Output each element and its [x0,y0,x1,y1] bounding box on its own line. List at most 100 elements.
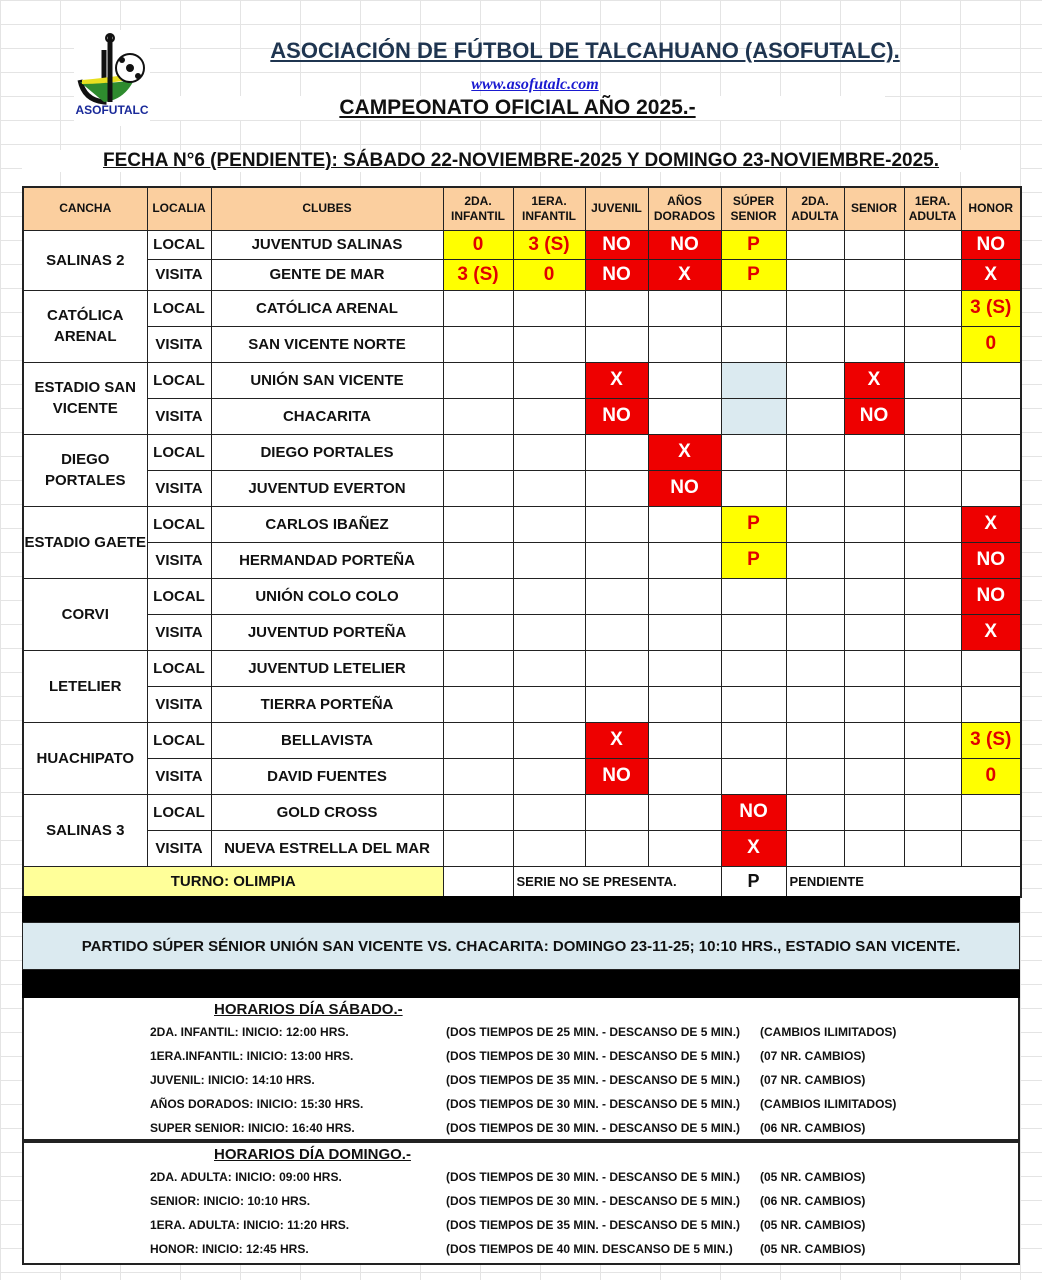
result-cell [720,325,787,363]
result-cell [584,505,649,543]
localia-cell: VISITA [146,397,212,435]
column-header: CLUBES [210,186,444,231]
result-cell: 3 (S) [960,289,1022,327]
result-cell [843,541,905,579]
result-cell [584,685,649,723]
schedule-duration: (DOS TIEMPOS DE 30 MIN. - DESCANSO DE 5 … [446,1170,741,1184]
localia-cell: LOCAL [146,361,212,399]
result-cell [442,433,514,471]
result-cell [960,433,1022,471]
result-cell [843,229,905,260]
schedule-row: JUVENIL: INICIO: 14:10 HRS. (DOS TIEMPOS … [24,1068,1018,1092]
result-cell: X [647,433,722,471]
result-cell [442,613,514,651]
schedule-start: 1ERA. ADULTA: INICIO: 11:20 HRS. [150,1218,350,1232]
schedule-row: 1ERA.INFANTIL: INICIO: 13:00 HRS. (DOS TI… [24,1044,1018,1068]
schedule-title: HORARIOS DÍA SÁBADO.- [214,1001,403,1018]
result-cell: X [960,613,1022,651]
localia-cell: LOCAL [146,433,212,471]
result-cell [843,721,905,759]
result-cell: NO [720,793,787,831]
schedule-duration: (DOS TIEMPOS DE 30 MIN. - DESCANSO DE 5 … [446,1049,741,1063]
result-cell [785,577,845,615]
result-cell: P [720,258,787,291]
table-row: VISITA SAN VICENTE NORTE 0 [23,325,1022,363]
result-cell [903,721,962,759]
localia-cell: LOCAL [146,229,212,260]
result-cell [512,325,586,363]
column-header: AÑOS DORADOS [647,186,722,231]
schedule-changes: (05 NR. CAMBIOS) [760,1242,866,1256]
schedule-start: 2DA. INFANTIL: INICIO: 12:00 HRS. [150,1025,349,1039]
result-cell [584,325,649,363]
result-cell [843,258,905,291]
result-cell [960,397,1022,435]
club-cell: JUVENTUD PORTEÑA [210,613,444,651]
result-cell [720,685,787,723]
result-cell [647,505,722,543]
website-link[interactable]: www.asofutalc.com [471,76,599,93]
schedule-changes: (07 NR. CAMBIOS) [760,1073,866,1087]
result-cell [647,721,722,759]
result-cell [960,793,1022,831]
club-cell: UNIÓN SAN VICENTE [210,361,444,399]
result-cell: X [647,258,722,291]
result-cell: NO [584,258,649,291]
association-title: ASOCIACIÓN DE FÚTBOL DE TALCAHUANO (ASOF… [270,38,900,63]
schedule-duration: (DOS TIEMPOS DE 25 MIN. - DESCANSO DE 5 … [446,1025,741,1039]
result-cell [720,469,787,507]
table-row: ESTADIO GAETE LOCAL CARLOS IBAÑEZ P X [22,505,1022,579]
result-cell [647,649,722,687]
result-cell [903,613,962,651]
svg-text:ASOFUTALC: ASOFUTALC [75,103,148,117]
schedule-duration: (DOS TIEMPOS DE 30 MIN. - DESCANSO DE 5 … [446,1097,741,1111]
schedule-start: HONOR: INICIO: 12:45 HRS. [150,1242,309,1256]
club-cell: CHACARITA [210,397,444,435]
result-cell [442,469,514,507]
schedule-row: 2DA. ADULTA: INICIO: 09:00 HRS. (DOS TIEM… [24,1165,1018,1189]
schedule-start: JUVENIL: INICIO: 14:10 HRS. [150,1073,315,1087]
column-header: 1ERA. INFANTIL [512,186,586,231]
result-cell [903,505,962,543]
schedule-start: AÑOS DORADOS: INICIO: 15:30 HRS. [150,1097,364,1111]
result-cell [720,649,787,687]
result-cell [647,757,722,795]
result-cell [647,541,722,579]
result-cell: NO [584,757,649,795]
result-cell [647,685,722,723]
result-cell: 0 [960,325,1022,363]
schedule-changes: (CAMBIOS ILIMITADOS) [760,1025,897,1039]
club-cell: SAN VICENTE NORTE [210,325,444,363]
result-cell [442,361,514,399]
result-cell [720,289,787,327]
result-cell [442,577,514,615]
column-header: SÚPER SENIOR [720,186,787,231]
result-cell [843,613,905,651]
localia-cell: VISITA [146,685,212,723]
schedule-changes: (05 NR. CAMBIOS) [760,1170,866,1184]
result-cell [512,505,586,543]
result-cell [647,829,722,867]
localia-cell: VISITA [146,757,212,795]
column-header: 1ERA. ADULTA [903,186,962,231]
club-cell: UNIÓN COLO COLO [210,577,444,615]
result-cell [960,829,1022,867]
result-cell [512,289,586,327]
result-cell [903,793,962,831]
result-cell: X [843,361,905,399]
result-cell [647,361,722,399]
result-cell [584,289,649,327]
localia-cell: LOCAL [146,505,212,543]
result-cell [512,757,586,795]
column-header: JUVENIL [584,186,649,231]
table-row: HUACHIPATO LOCAL BELLAVISTA X 3 (S) [22,721,1022,795]
result-cell [785,229,845,260]
club-cell: JUVENTUD EVERTON [210,469,444,507]
result-cell: X [584,721,649,759]
result-cell [843,325,905,363]
legend-row: TURNO: OLIMPIA NO SERIE NO SE PRESENTA. P PE… [22,865,1022,898]
column-header: 2DA. ADULTA [785,186,845,231]
result-cell [960,361,1022,399]
schedule-row: 2DA. INFANTIL: INICIO: 12:00 HRS. (DOS TI… [24,1020,1018,1044]
fecha-title: FECHA N°6 (PENDIENTE): SÁBADO 22-NOVIEMB… [22,150,1020,172]
